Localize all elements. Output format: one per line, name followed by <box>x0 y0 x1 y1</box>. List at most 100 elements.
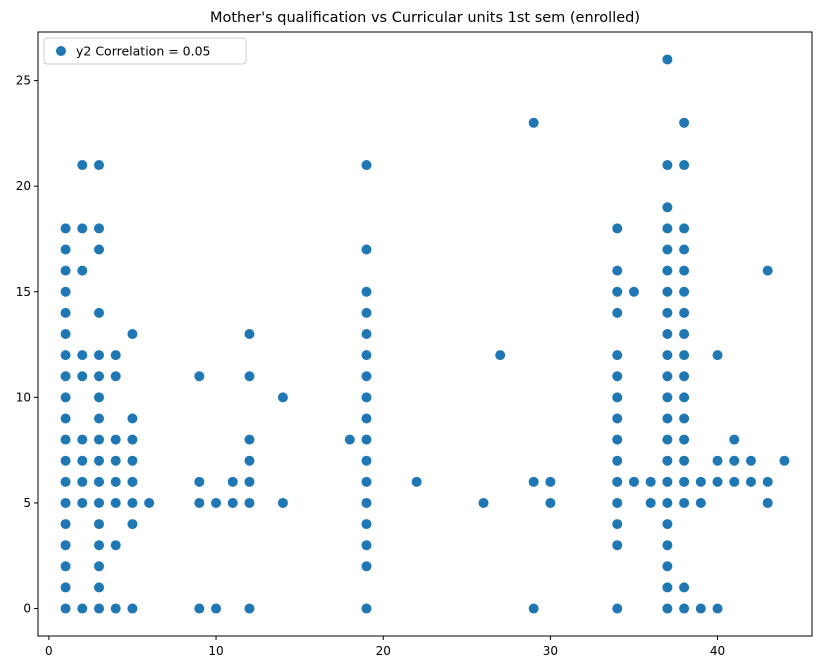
data-point <box>60 392 71 403</box>
data-point <box>662 160 673 171</box>
data-point <box>612 265 623 276</box>
data-point <box>679 160 690 171</box>
data-point <box>211 603 222 614</box>
data-point <box>612 434 623 445</box>
data-point <box>94 561 105 572</box>
data-point <box>94 350 105 361</box>
data-point <box>127 329 138 339</box>
data-point <box>679 329 690 339</box>
data-point <box>60 519 71 530</box>
data-point <box>60 307 71 318</box>
data-point <box>662 392 673 403</box>
data-point <box>729 455 740 466</box>
data-point <box>127 519 138 530</box>
data-point <box>612 413 623 424</box>
data-point <box>712 476 723 487</box>
data-point <box>77 371 88 382</box>
data-point <box>762 265 773 276</box>
data-point <box>361 350 372 361</box>
data-point <box>612 540 623 551</box>
data-point <box>244 455 255 466</box>
y-tick-label: 20 <box>16 179 31 193</box>
data-point <box>662 371 673 382</box>
data-point <box>612 476 623 487</box>
data-point <box>662 307 673 318</box>
data-point <box>77 223 88 234</box>
data-point <box>662 265 673 276</box>
legend-box <box>43 37 247 65</box>
data-point <box>662 582 673 593</box>
data-point <box>361 160 372 171</box>
data-point <box>662 413 673 424</box>
legend-marker <box>56 46 66 56</box>
data-point <box>662 603 673 614</box>
data-point <box>194 476 205 487</box>
data-point <box>679 434 690 445</box>
data-point <box>60 540 71 551</box>
data-point <box>679 603 690 614</box>
data-point <box>94 392 105 403</box>
data-point <box>277 497 288 508</box>
data-point <box>612 371 623 382</box>
data-point <box>60 434 71 445</box>
data-point <box>110 497 121 508</box>
data-point <box>612 519 623 530</box>
data-point <box>679 476 690 487</box>
data-point <box>110 434 121 445</box>
data-point <box>227 476 238 487</box>
data-point <box>679 455 690 466</box>
data-point <box>77 160 88 171</box>
data-point <box>612 603 623 614</box>
data-point <box>545 476 556 487</box>
data-point <box>60 244 71 255</box>
data-point <box>127 497 138 508</box>
data-point <box>94 413 105 424</box>
data-point <box>645 497 656 508</box>
data-point <box>662 244 673 255</box>
data-point <box>94 434 105 445</box>
data-point <box>127 455 138 466</box>
x-axis: 0 10 20 30 40 <box>45 636 725 658</box>
data-point <box>762 497 773 508</box>
data-point <box>94 476 105 487</box>
data-point <box>244 329 255 339</box>
data-point <box>60 265 71 276</box>
data-point <box>679 392 690 403</box>
data-point <box>679 286 690 297</box>
data-point <box>679 244 690 255</box>
data-point <box>361 307 372 318</box>
data-point <box>77 603 88 614</box>
data-point <box>712 455 723 466</box>
data-point <box>662 286 673 297</box>
data-point <box>60 603 71 614</box>
data-point <box>645 476 656 487</box>
data-point <box>127 434 138 445</box>
x-tick-label: 20 <box>376 644 391 658</box>
data-point <box>127 476 138 487</box>
data-point <box>612 455 623 466</box>
data-point <box>60 223 71 234</box>
data-point <box>94 582 105 593</box>
data-point <box>244 434 255 445</box>
data-point <box>94 519 105 530</box>
data-point <box>679 307 690 318</box>
data-point <box>662 497 673 508</box>
data-point <box>545 497 556 508</box>
data-point <box>662 540 673 551</box>
data-point <box>77 434 88 445</box>
data-point <box>695 603 706 614</box>
data-point <box>77 455 88 466</box>
data-point <box>244 497 255 508</box>
data-point <box>528 476 539 487</box>
data-point <box>94 540 105 551</box>
data-point <box>277 392 288 403</box>
data-point <box>628 286 639 297</box>
data-point <box>679 371 690 382</box>
data-point <box>60 561 71 572</box>
data-point <box>110 603 121 614</box>
data-point <box>612 286 623 297</box>
data-point <box>194 371 205 382</box>
data-point <box>60 476 71 487</box>
data-point <box>662 350 673 361</box>
